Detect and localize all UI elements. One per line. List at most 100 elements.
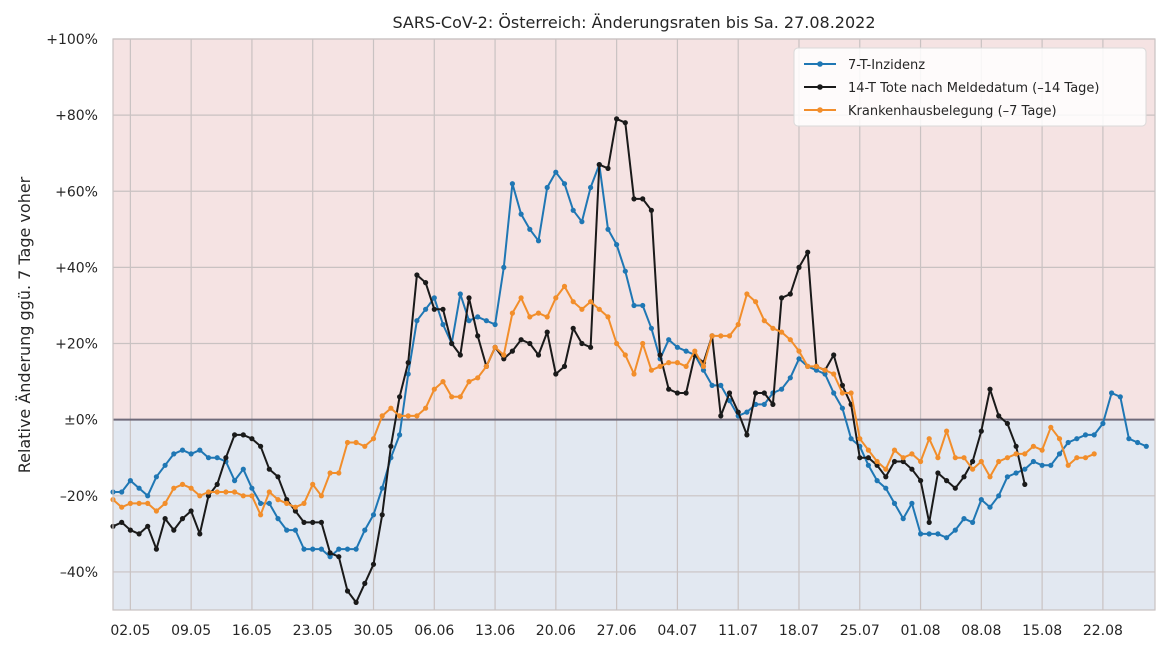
data-point (970, 458, 976, 465)
data-point (839, 390, 846, 396)
data-point (1135, 439, 1141, 446)
data-point (275, 474, 281, 480)
data-point (1074, 455, 1080, 461)
data-point (839, 382, 846, 388)
data-point (379, 413, 385, 419)
data-point (952, 455, 958, 461)
x-tick-label: 16.05 (232, 623, 272, 639)
data-point (718, 413, 724, 419)
data-point (770, 325, 776, 331)
data-point (1109, 390, 1115, 396)
data-point (970, 466, 976, 472)
data-point (205, 455, 212, 461)
data-point (353, 546, 359, 552)
data-point (952, 485, 958, 491)
data-point (961, 455, 967, 461)
data-point (214, 489, 220, 495)
data-point (1048, 424, 1054, 430)
data-point (944, 428, 950, 434)
data-point (553, 169, 559, 175)
data-point (145, 493, 151, 499)
data-point (813, 363, 820, 369)
data-point (900, 516, 906, 522)
data-point (561, 363, 568, 369)
series-2 (110, 116, 1028, 606)
data-point (179, 447, 186, 453)
data-point (544, 314, 550, 320)
y-tick-label: –20% (60, 489, 98, 505)
data-point (1004, 420, 1011, 427)
data-point (179, 481, 186, 487)
data-point (501, 356, 507, 362)
data-point (275, 516, 281, 522)
data-point (709, 333, 715, 339)
data-point (648, 207, 655, 213)
data-point (266, 489, 272, 495)
data-point (440, 321, 446, 328)
data-point (674, 344, 681, 350)
data-point (483, 363, 489, 369)
data-point (527, 340, 533, 347)
data-point (327, 550, 333, 556)
data-point (744, 432, 750, 438)
data-point (614, 340, 620, 347)
data-point (683, 390, 689, 396)
data-point (588, 299, 594, 305)
data-point (874, 478, 880, 484)
data-point (1013, 443, 1019, 449)
data-point (631, 371, 637, 377)
data-point (136, 485, 142, 491)
data-point (362, 443, 368, 449)
data-point (605, 165, 611, 171)
data-point (449, 340, 455, 347)
data-point (926, 531, 932, 537)
y-axis-label: Relative Änderung ggü. 7 Tage voher (15, 176, 34, 473)
data-point (918, 531, 924, 537)
data-point (431, 295, 437, 301)
data-point (831, 352, 837, 358)
data-point (240, 493, 246, 499)
data-point (570, 207, 576, 213)
data-point (735, 409, 741, 415)
data-point (978, 458, 984, 465)
data-point (310, 519, 316, 526)
data-point (535, 310, 542, 316)
plot-border (112, 38, 1156, 611)
series-line-2 (112, 117, 1026, 604)
data-point (336, 546, 342, 552)
data-point (518, 211, 524, 217)
data-point (336, 470, 342, 476)
data-point (223, 489, 229, 495)
data-point (666, 360, 672, 366)
data-point (518, 295, 524, 301)
x-tick-label: 25.07 (840, 623, 880, 639)
data-point (388, 443, 394, 449)
data-point (457, 394, 463, 400)
data-point (466, 318, 472, 324)
data-point (1117, 394, 1123, 400)
data-point (865, 455, 872, 461)
data-point (588, 184, 594, 191)
data-point (631, 302, 637, 309)
data-point (379, 485, 385, 491)
data-point (171, 485, 177, 491)
data-point (970, 519, 976, 526)
data-point (179, 516, 186, 522)
data-point (614, 116, 620, 122)
data-point (509, 181, 515, 187)
data-point (987, 504, 993, 510)
data-point (440, 306, 446, 312)
data-point (1091, 432, 1097, 438)
data-point (197, 447, 203, 453)
data-point (362, 527, 368, 533)
data-point (318, 493, 324, 499)
data-point (1056, 451, 1063, 457)
data-point (249, 485, 255, 491)
data-point (848, 390, 854, 396)
data-point (527, 226, 533, 232)
data-point (292, 508, 298, 514)
legend-box (793, 47, 1147, 127)
data-point (1056, 436, 1063, 442)
data-point (909, 500, 915, 506)
data-point (292, 504, 298, 510)
